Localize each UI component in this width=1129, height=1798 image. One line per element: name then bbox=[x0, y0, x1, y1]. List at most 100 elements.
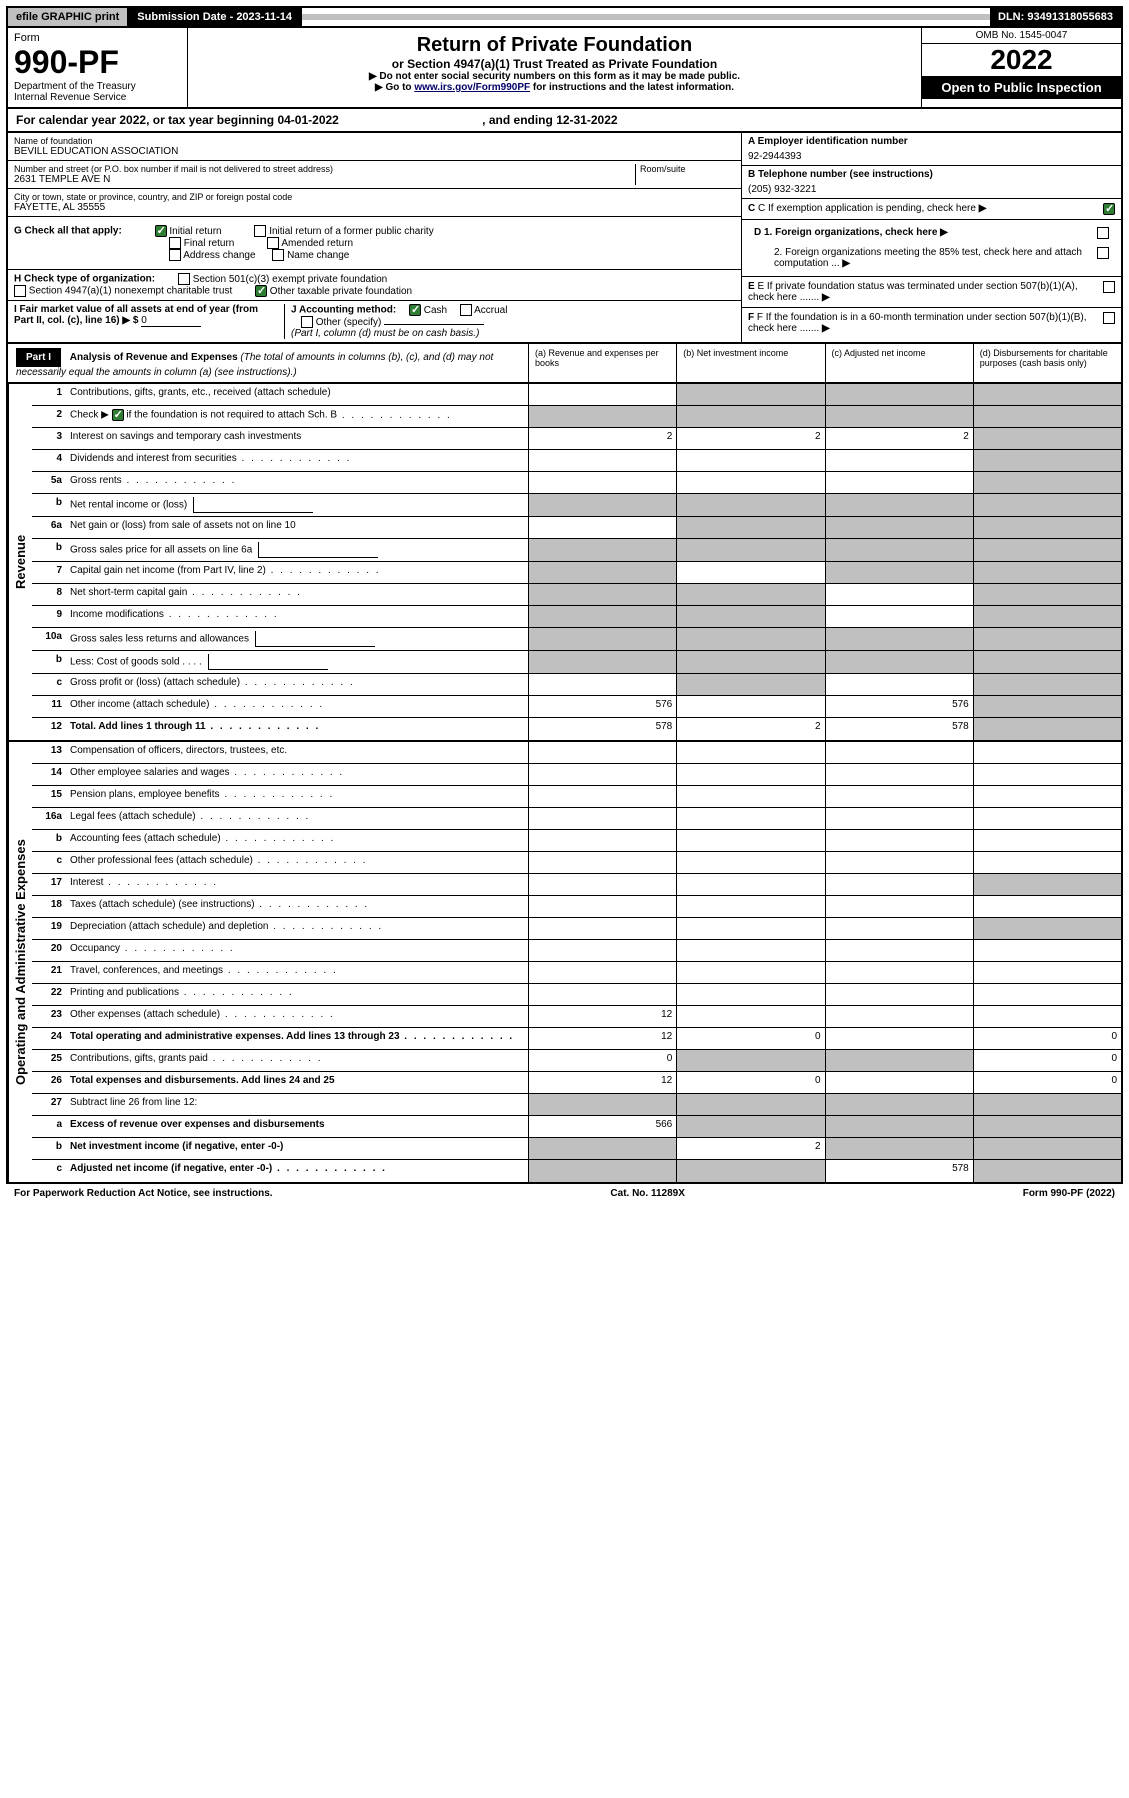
irs: Internal Revenue Service bbox=[14, 92, 181, 103]
j-accrual: Accrual bbox=[474, 305, 507, 316]
name-change-checkbox[interactable] bbox=[272, 249, 284, 261]
addr-change-checkbox[interactable] bbox=[169, 249, 181, 261]
line-22: 22Printing and publications bbox=[32, 984, 1121, 1006]
line-10b: bLess: Cost of goods sold . . . . bbox=[32, 651, 1121, 674]
line-20: 20Occupancy bbox=[32, 940, 1121, 962]
line-16b: bAccounting fees (attach schedule) bbox=[32, 830, 1121, 852]
city-cell: City or town, state or province, country… bbox=[8, 189, 741, 217]
d1-label: D 1. Foreign organizations, check here bbox=[754, 227, 937, 238]
form-subtitle: or Section 4947(a)(1) Trust Treated as P… bbox=[194, 57, 915, 71]
revenue-side-label: Revenue bbox=[8, 384, 32, 740]
other-method-checkbox[interactable] bbox=[301, 316, 313, 328]
d2-checkbox[interactable] bbox=[1097, 247, 1109, 259]
cy-mid: , and ending bbox=[479, 113, 556, 127]
b-cell: B Telephone number (see instructions) (2… bbox=[742, 166, 1121, 199]
line-15: 15Pension plans, employee benefits bbox=[32, 786, 1121, 808]
f-label: F If the foundation is in a 60-month ter… bbox=[748, 312, 1087, 334]
efile-button[interactable]: efile GRAPHIC print bbox=[8, 8, 129, 26]
cy-begin: 04-01-2022 bbox=[277, 113, 338, 127]
g-opt-3: Amended return bbox=[281, 238, 353, 249]
footer-left: For Paperwork Reduction Act Notice, see … bbox=[14, 1188, 273, 1199]
submission-date: Submission Date - 2023-11-14 bbox=[129, 8, 302, 26]
name-label: Name of foundation bbox=[14, 136, 735, 146]
line-5a: 5aGross rents bbox=[32, 472, 1121, 494]
l2a: Check ▶ bbox=[70, 410, 109, 421]
addr-cell: Number and street (or P.O. box number if… bbox=[8, 161, 741, 189]
line-6a: 6aNet gain or (loss) from sale of assets… bbox=[32, 517, 1121, 539]
line-23: 23Other expenses (attach schedule)12 bbox=[32, 1006, 1121, 1028]
initial-former-checkbox[interactable] bbox=[254, 225, 266, 237]
d1-checkbox[interactable] bbox=[1097, 227, 1109, 239]
schb-checkbox[interactable] bbox=[112, 409, 124, 421]
omb: OMB No. 1545-0047 bbox=[922, 28, 1121, 44]
b-label: B Telephone number (see instructions) bbox=[748, 169, 1115, 180]
line-14: 14Other employee salaries and wages bbox=[32, 764, 1121, 786]
line-27c: cAdjusted net income (if negative, enter… bbox=[32, 1160, 1121, 1182]
j-note: (Part I, column (d) must be on cash basi… bbox=[291, 328, 479, 339]
a-label: A Employer identification number bbox=[748, 136, 1115, 147]
addr-label: Number and street (or P.O. box number if… bbox=[14, 164, 635, 174]
amended-checkbox[interactable] bbox=[267, 237, 279, 249]
instr-2-post: for instructions and the latest informat… bbox=[530, 82, 734, 93]
e-checkbox[interactable] bbox=[1103, 281, 1115, 293]
col-b-hdr: (b) Net investment income bbox=[676, 344, 824, 382]
j-label: J Accounting method: bbox=[291, 305, 396, 316]
expenses-side-label: Operating and Administrative Expenses bbox=[8, 742, 32, 1182]
h-opt-1: Section 501(c)(3) exempt private foundat… bbox=[193, 274, 388, 285]
4947-checkbox[interactable] bbox=[14, 285, 26, 297]
501c3-checkbox[interactable] bbox=[178, 273, 190, 285]
line-4: 4Dividends and interest from securities bbox=[32, 450, 1121, 472]
line-7: 7Capital gain net income (from Part IV, … bbox=[32, 562, 1121, 584]
a-cell: A Employer identification number 92-2944… bbox=[742, 133, 1121, 166]
tax-year: 2022 bbox=[922, 44, 1121, 76]
g-opt-4: Address change bbox=[183, 250, 255, 261]
col-c-hdr: (c) Adjusted net income bbox=[825, 344, 973, 382]
form-link[interactable]: www.irs.gov/Form990PF bbox=[414, 82, 530, 93]
g-opt-0: Initial return bbox=[169, 226, 221, 237]
line-21: 21Travel, conferences, and meetings bbox=[32, 962, 1121, 984]
final-return-checkbox[interactable] bbox=[169, 237, 181, 249]
info-grid: Name of foundation BEVILL EDUCATION ASSO… bbox=[6, 133, 1123, 344]
g-opt-5: Name change bbox=[287, 250, 349, 261]
col-d-hdr: (d) Disbursements for charitable purpose… bbox=[973, 344, 1121, 382]
other-taxable-checkbox[interactable] bbox=[255, 285, 267, 297]
open-public: Open to Public Inspection bbox=[922, 76, 1121, 99]
exemption-checkbox[interactable] bbox=[1103, 203, 1115, 215]
form-title: Return of Private Foundation bbox=[194, 34, 915, 57]
l6b: Gross sales price for all assets on line… bbox=[70, 545, 252, 556]
d2-label: 2. Foreign organizations meeting the 85%… bbox=[774, 247, 1082, 269]
g-row: G Check all that apply: Initial return I… bbox=[8, 217, 741, 270]
l10a-box[interactable] bbox=[255, 631, 375, 647]
line-19: 19Depreciation (attach schedule) and dep… bbox=[32, 918, 1121, 940]
g-opt-1: Initial return of a former public charit… bbox=[269, 226, 434, 237]
spacer bbox=[302, 14, 990, 20]
address: 2631 TEMPLE AVE N bbox=[14, 174, 635, 185]
line-11: 11Other income (attach schedule)576576 bbox=[32, 696, 1121, 718]
initial-return-checkbox[interactable] bbox=[155, 225, 167, 237]
dept: Department of the Treasury bbox=[14, 81, 181, 92]
d-cell: D 1. Foreign organizations, check here ▶… bbox=[742, 220, 1121, 277]
instr-2-pre: ▶ Go to bbox=[375, 82, 414, 93]
revenue-table: Revenue 1Contributions, gifts, grants, e… bbox=[6, 384, 1123, 742]
accrual-checkbox[interactable] bbox=[460, 304, 472, 316]
h-opt-2: Section 4947(a)(1) nonexempt charitable … bbox=[29, 286, 232, 297]
h-label: H Check type of organization: bbox=[14, 274, 155, 285]
line-10a: 10aGross sales less returns and allowanc… bbox=[32, 628, 1121, 651]
e-cell: E E If private foundation status was ter… bbox=[742, 277, 1121, 308]
line-18: 18Taxes (attach schedule) (see instructi… bbox=[32, 896, 1121, 918]
l10b-box[interactable] bbox=[208, 654, 328, 670]
line-5b: bNet rental income or (loss) bbox=[32, 494, 1121, 517]
c-cell: C C If exemption application is pending,… bbox=[742, 199, 1121, 220]
j-other: Other (specify) bbox=[316, 317, 382, 328]
cash-checkbox[interactable] bbox=[409, 304, 421, 316]
line-27: 27Subtract line 26 from line 12: bbox=[32, 1094, 1121, 1116]
top-bar: efile GRAPHIC print Submission Date - 20… bbox=[6, 6, 1123, 28]
f-checkbox[interactable] bbox=[1103, 312, 1115, 324]
l6b-box[interactable] bbox=[258, 542, 378, 558]
line-27a: aExcess of revenue over expenses and dis… bbox=[32, 1116, 1121, 1138]
h-opt-3: Other taxable private foundation bbox=[270, 286, 412, 297]
cy-prefix: For calendar year 2022, or tax year begi… bbox=[16, 113, 277, 127]
l5b-box[interactable] bbox=[193, 497, 313, 513]
col-a-hdr: (a) Revenue and expenses per books bbox=[528, 344, 676, 382]
phone: (205) 932-3221 bbox=[748, 180, 1115, 195]
